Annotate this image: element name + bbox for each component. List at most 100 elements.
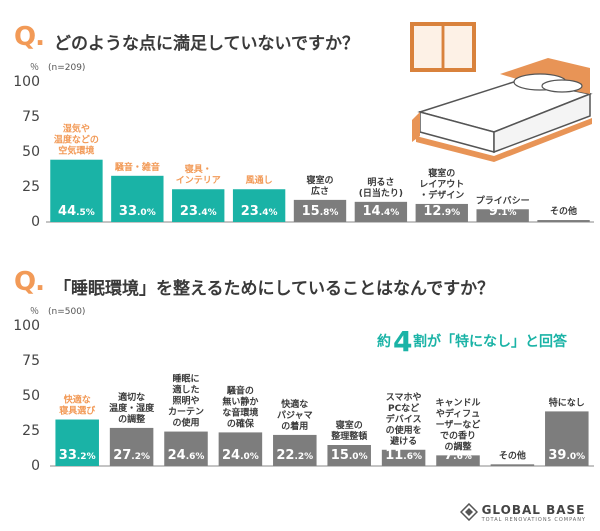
y-unit: ％ (30, 306, 39, 317)
data-label: 9.1% (489, 204, 517, 219)
category-label: 寝室の (306, 174, 333, 186)
category-label: PCなど (388, 402, 419, 414)
category-label: 温度などの (54, 134, 99, 146)
bar (232, 189, 286, 222)
category-label: 適切な (118, 391, 145, 403)
category-label: の使用 (172, 417, 199, 429)
category-label: キャンドル (435, 397, 480, 408)
category-label: レイアウト (419, 179, 464, 190)
window-illustration (410, 22, 476, 72)
bar (327, 445, 371, 466)
category-label: パジャマ (277, 409, 313, 421)
category-label: プライバシー (476, 194, 530, 206)
category-label: ーザーなど (436, 418, 481, 430)
data-label: 1.2% (499, 448, 527, 463)
bar (172, 189, 225, 222)
category-label: その他 (499, 449, 526, 461)
category-label: ・デザイン (419, 189, 464, 201)
data-label: 23.4% (241, 204, 278, 219)
data-label: 23.4% (180, 204, 217, 219)
y-unit: ％ (30, 62, 39, 73)
data-label: 12.9% (423, 204, 460, 219)
category-label: 整理整頓 (330, 430, 367, 442)
bar (164, 431, 208, 466)
data-label: 33.0% (119, 204, 156, 219)
bar (545, 411, 589, 466)
annotation-number: 4 (393, 325, 412, 358)
sample-size: (n=209) (48, 63, 85, 73)
q1-title: どのような点に満足していないですか？ (54, 34, 359, 54)
bar (218, 432, 263, 466)
category-label: 快適な (64, 394, 91, 406)
bar (354, 201, 408, 222)
bar (537, 220, 590, 222)
bar (415, 203, 468, 222)
category-label: 明るさ (367, 177, 394, 188)
category-label: (日当たり) (359, 187, 403, 199)
bar (293, 199, 347, 222)
bar (109, 427, 154, 466)
data-label: 22.2% (276, 448, 313, 463)
q2-mark: Q. (14, 267, 45, 297)
bar (273, 434, 317, 466)
category-label: 睡眠に (172, 373, 199, 385)
category-label: の調整 (118, 413, 145, 425)
bar (381, 449, 426, 466)
bar (436, 455, 480, 466)
category-label: 騒音の (227, 384, 254, 396)
category-label: 快適な (281, 398, 308, 410)
y-tick-label: 50 (22, 388, 40, 404)
data-label: 44.5% (58, 204, 95, 219)
category-label: での香り (440, 429, 476, 441)
category-label: 適した (172, 384, 199, 396)
data-label: 24.0% (222, 448, 259, 463)
category-label: デバイス (386, 413, 422, 425)
category-label: 風通し (246, 174, 273, 186)
sample-size: (n=500) (48, 307, 85, 317)
bar (111, 175, 164, 222)
category-label: 避ける (390, 435, 417, 447)
category-label: 湿気や (63, 123, 90, 135)
category-label: 特になし (549, 396, 585, 408)
y-tick-label: 25 (22, 423, 40, 439)
data-label: 7.6% (444, 448, 472, 463)
y-tick-label: 0 (31, 458, 40, 474)
q2-title: 「睡眠環境」を整えるためにしていることはなんですか？ (54, 279, 495, 299)
data-label: 11.6% (385, 448, 422, 463)
category-label: な音環境 (222, 406, 258, 418)
category-label: スマホや (386, 392, 422, 403)
category-label: 寝具・ (185, 163, 212, 175)
category-label: 広さ (311, 185, 329, 197)
data-label: 39.0% (548, 448, 585, 463)
y-tick-label: 75 (22, 109, 40, 125)
category-label: の着用 (281, 420, 308, 432)
category-label: の確保 (227, 417, 255, 429)
annotation-suffix: 割が「特になし」と回答 (413, 333, 568, 350)
brand-tagline: TOTAL RENOVATIONS COMPANY (481, 517, 586, 523)
category-label: 寝室の (336, 419, 363, 431)
bar (476, 209, 529, 222)
data-label: 27.2% (113, 448, 150, 463)
brand-logo: GLOBAL BASE TOTAL RENOVATIONS COMPANY (459, 503, 586, 523)
bar (55, 419, 99, 466)
category-label: その他 (550, 205, 577, 217)
y-tick-label: 100 (13, 74, 40, 90)
y-tick-label: 25 (22, 179, 40, 195)
category-label: 空気環境 (58, 145, 94, 157)
data-label: 14.4% (362, 204, 399, 219)
category-label: 騒音・雑音 (115, 161, 160, 173)
brand-icon (459, 503, 478, 521)
category-label: インテリア (176, 175, 221, 186)
category-label: 照明や (172, 396, 199, 407)
category-label: の使用を (386, 424, 422, 436)
bar (490, 464, 535, 466)
data-label: 15.0% (331, 448, 368, 463)
brand-name: GLOBAL BASE (481, 503, 586, 517)
annotation-prefix: 約 (377, 333, 391, 350)
y-tick-label: 75 (22, 353, 40, 369)
data-label: 1.4% (550, 204, 578, 219)
data-label: 15.8% (302, 204, 339, 219)
